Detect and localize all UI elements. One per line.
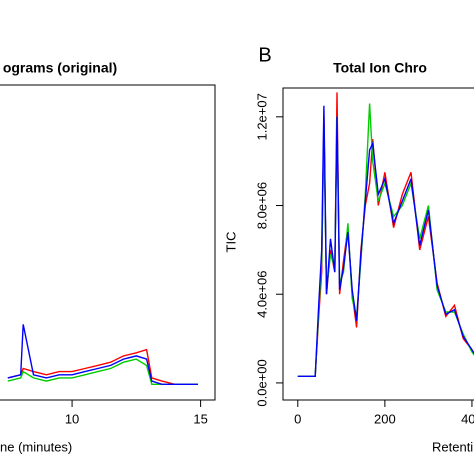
- y-tick-label: 1.2e+07: [254, 93, 269, 140]
- x-tick-label: 15: [193, 411, 207, 426]
- chart-title: Total Ion Chro: [333, 60, 427, 76]
- x-tick-label: 200: [374, 411, 396, 426]
- series-line: [7, 348, 198, 385]
- x-tick-label: 0: [294, 411, 301, 426]
- x-axis-label: ne (minutes): [0, 439, 72, 454]
- y-tick-label: 8.0e+06: [254, 182, 269, 229]
- panel-label: B: [258, 44, 271, 66]
- chart-title: ograms (original): [3, 60, 117, 76]
- x-axis-label: Retenti: [432, 439, 473, 454]
- plot-frame: [282, 87, 474, 401]
- y-tick-label: 4.0e+06: [254, 271, 269, 318]
- series-line: [297, 105, 474, 377]
- series-line: [7, 324, 198, 385]
- x-tick-label: 400: [461, 411, 474, 426]
- series-line: [7, 358, 198, 385]
- plot-frame: [0, 84, 216, 401]
- y-tick-label: 0.0e+00: [254, 359, 269, 406]
- x-tick-label: 10: [65, 411, 79, 426]
- y-axis-label: TIC: [223, 232, 238, 253]
